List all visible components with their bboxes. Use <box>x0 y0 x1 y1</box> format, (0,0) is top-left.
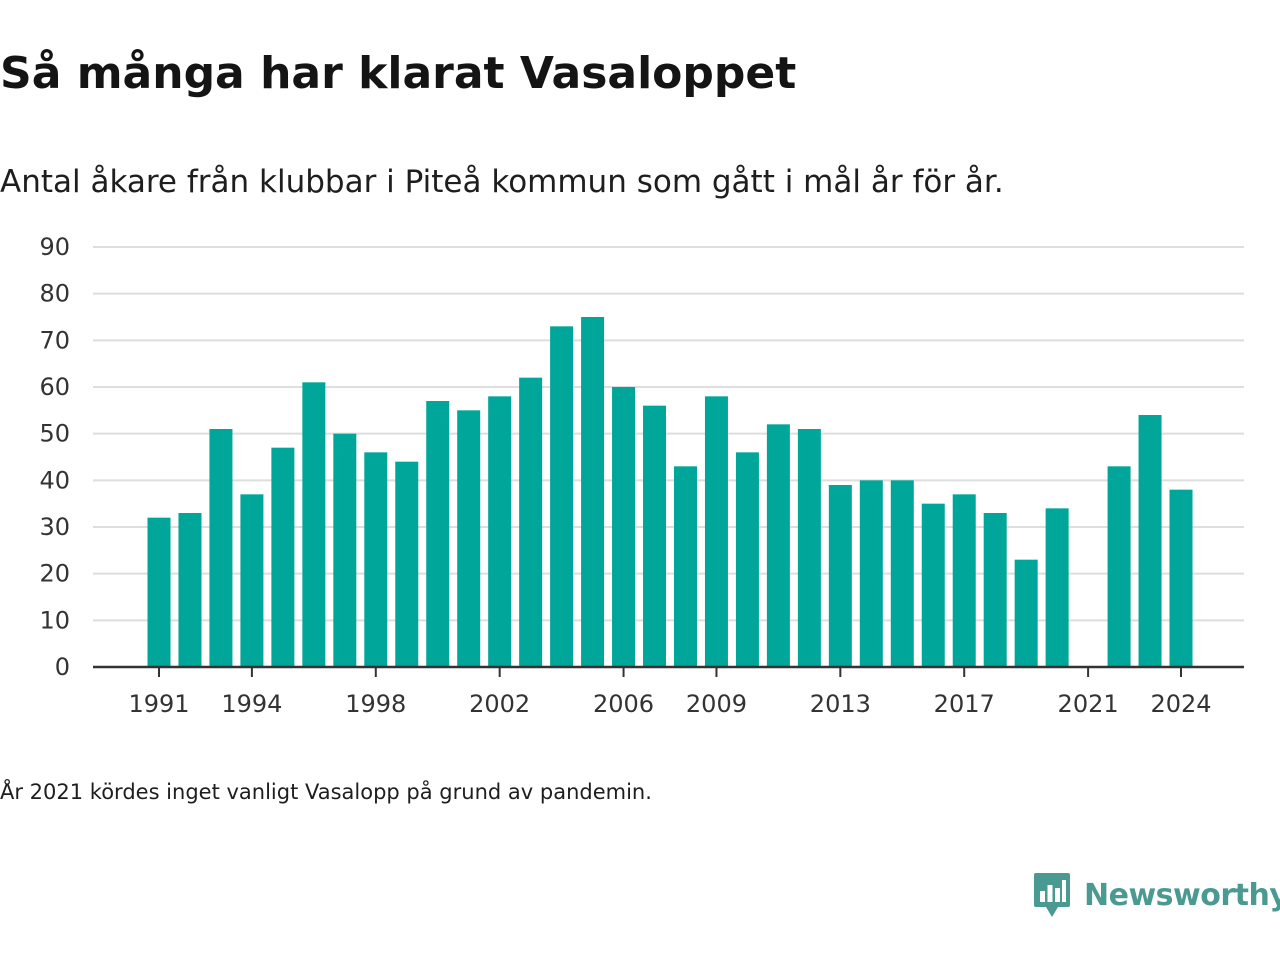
bar-2017 <box>952 494 976 667</box>
bar-2000 <box>426 401 450 667</box>
bar-1997 <box>333 433 357 667</box>
bar-2019 <box>1014 559 1038 667</box>
y-tick-label: 80 <box>39 280 70 308</box>
bar-1994 <box>240 494 264 667</box>
bar-1991 <box>147 517 171 667</box>
x-axis-tick-labels: 1991 1994 1998 2002 2006 2009 2013 2017 2021 2024 <box>128 690 1211 718</box>
brand-name: Newsworthy <box>1084 877 1280 913</box>
bar-2008 <box>673 466 697 667</box>
y-tick-label: 30 <box>39 513 70 541</box>
bar-2010 <box>735 452 759 667</box>
x-tick-label: 2006 <box>593 690 654 718</box>
x-tick-label: 2017 <box>934 690 995 718</box>
bar-2004 <box>550 326 574 667</box>
bar-1995 <box>271 447 295 667</box>
x-tick-label: 2009 <box>686 690 747 718</box>
bar-2018 <box>983 513 1007 667</box>
bar-2013 <box>828 485 852 667</box>
y-tick-label: 40 <box>39 466 70 494</box>
y-tick-label: 70 <box>39 326 70 354</box>
y-tick-label: 90 <box>39 233 70 261</box>
bar-1992 <box>178 513 202 667</box>
bar-2005 <box>581 317 605 667</box>
x-tick-label: 1991 <box>128 690 189 718</box>
bar-2007 <box>643 405 667 667</box>
x-tick-label: 2024 <box>1150 690 1211 718</box>
gridlines <box>93 246 1244 622</box>
chart-title: Så många har klarat Vasaloppet <box>0 48 797 99</box>
bar-2020 <box>1045 508 1069 667</box>
bar-2012 <box>797 429 821 667</box>
bar-2003 <box>519 377 543 667</box>
bar-1998 <box>364 452 388 667</box>
bar-2011 <box>766 424 790 667</box>
x-tick-label: 2021 <box>1058 690 1119 718</box>
bar-1999 <box>395 461 419 667</box>
bar-2001 <box>457 410 481 667</box>
bar-2024 <box>1169 489 1193 667</box>
bar-2022 <box>1107 466 1131 667</box>
x-tick-label: 1994 <box>221 690 282 718</box>
chart-footnote: År 2021 kördes inget vanligt Vasalopp på… <box>0 780 652 804</box>
x-tick-label: 1998 <box>345 690 406 718</box>
x-tick-label: 2013 <box>810 690 871 718</box>
x-tick-label: 2002 <box>469 690 530 718</box>
brand-logo: Newsworthy <box>1032 868 1280 922</box>
y-tick-label: 0 <box>55 653 70 681</box>
bar-1996 <box>302 382 326 667</box>
bars <box>147 317 1193 667</box>
x-axis <box>93 665 1244 677</box>
y-tick-label: 20 <box>39 560 70 588</box>
y-tick-label: 50 <box>39 420 70 448</box>
bar-2009 <box>704 396 728 667</box>
bar-2023 <box>1138 415 1162 667</box>
bar-2016 <box>921 503 945 667</box>
bar-2014 <box>859 480 883 667</box>
bar-2006 <box>612 387 636 667</box>
newsworthy-logo-icon <box>1034 873 1070 917</box>
y-tick-label: 10 <box>39 606 70 634</box>
bar-2015 <box>890 480 914 667</box>
bar-chart: 0 10 20 30 40 50 60 70 80 90 1991 1994 1998 2002 2006… <box>39 233 1244 718</box>
y-tick-label: 60 <box>39 373 70 401</box>
chart-subtitle: Antal åkare från klubbar i Piteå kommun … <box>0 164 1004 200</box>
bar-1993 <box>209 429 233 667</box>
bar-2002 <box>488 396 512 667</box>
y-axis-tick-labels: 0 10 20 30 40 50 60 70 80 90 <box>39 233 70 681</box>
